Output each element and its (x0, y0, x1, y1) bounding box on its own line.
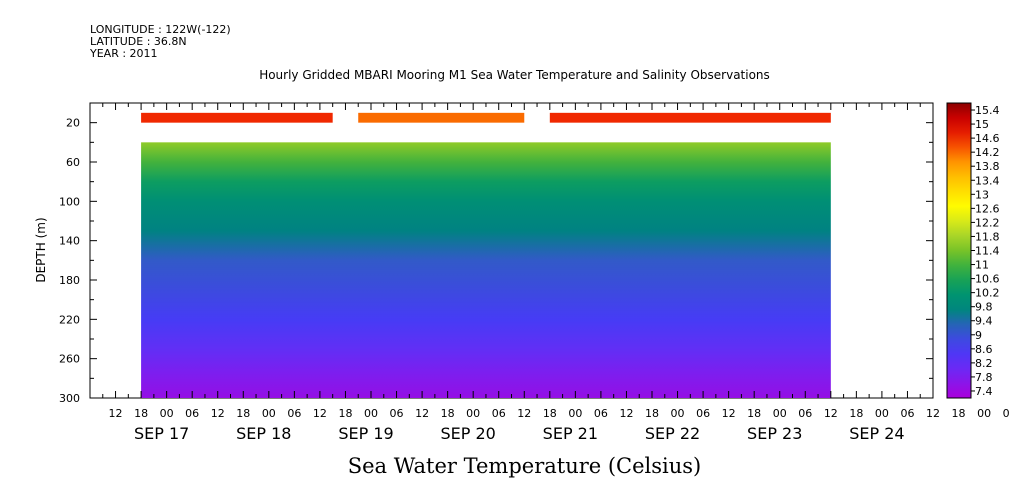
colorbar-label: 14.6 (975, 132, 1000, 145)
variable-title: Sea Water Temperature (Celsius) (347, 454, 702, 478)
colorbar-label: 9.4 (975, 315, 993, 328)
x-hour-label: 12 (415, 407, 429, 420)
x-hour-label: 18 (849, 407, 863, 420)
x-hour-label: 18 (134, 407, 148, 420)
x-hour-label: 00 (773, 407, 787, 420)
x-hour-label: 12 (824, 407, 838, 420)
x-hour-label: 06 (798, 407, 812, 420)
colorbar-label: 10.2 (975, 287, 1000, 300)
surface-segment (141, 112, 333, 123)
x-hour-label: 06 (492, 407, 506, 420)
x-hour-label: 06 (594, 407, 608, 420)
colorbar-label: 13.4 (975, 174, 1000, 187)
x-hour-label: 18 (441, 407, 455, 420)
surface-segment (358, 112, 525, 123)
year-label: YEAR : 2011 (90, 47, 158, 60)
colorbar-label: 14.2 (975, 146, 1000, 159)
x-hour-label: 00 (364, 407, 378, 420)
x-hour-label: 12 (619, 407, 633, 420)
colorbar-label: 9 (975, 329, 982, 342)
latitude-label: LATITUDE : 36.8N (90, 35, 187, 48)
y-tick-label: 100 (59, 195, 80, 208)
y-tick-label: 180 (59, 274, 80, 287)
surface-segment (549, 112, 831, 123)
x-hour-label: 00 (262, 407, 276, 420)
x-hour-label: 12 (109, 407, 123, 420)
x-hour-label: 06 (287, 407, 301, 420)
colorbar (946, 102, 972, 399)
x-hour-labels: 12 18 00 06 12 18 00 06 12 18 00 06 12 18 00 06 12 18 00 06… (109, 407, 1009, 420)
surface-layer (141, 112, 831, 123)
y-tick-labels: 20 60 100 140 180 220 260 300 (59, 117, 80, 405)
x-hour-label: 18 (338, 407, 352, 420)
x-day-label: SEP 20 (441, 424, 496, 443)
x-hour-label: 12 (211, 407, 225, 420)
x-hour-label: 12 (517, 407, 531, 420)
x-hour-label: 00 (568, 407, 582, 420)
colorbar-label: 9.8 (975, 301, 993, 314)
x-day-label: SEP 19 (338, 424, 393, 443)
x-day-label: SEP 17 (134, 424, 189, 443)
y-tick-label: 300 (59, 392, 80, 405)
y-tick-label: 220 (59, 313, 80, 326)
x-hour-label: 18 (952, 407, 966, 420)
y-tick-label: 60 (66, 156, 80, 169)
colorbar-label: 7.8 (975, 371, 993, 384)
x-day-label: SEP 22 (645, 424, 700, 443)
x-hour-label: 06 (900, 407, 914, 420)
x-day-labels: SEP 17 SEP 18 SEP 19 SEP 20 SEP 21 SEP 22 SEP … (134, 424, 905, 443)
axis-ticks (89, 102, 934, 399)
x-hour-label: 00 (671, 407, 685, 420)
x-day-label: SEP 21 (543, 424, 598, 443)
x-hour-label: 00 (977, 407, 991, 420)
colorbar-label: 8.6 (975, 343, 993, 356)
x-hour-label: 06 (696, 407, 710, 420)
x-day-label: SEP 18 (236, 424, 291, 443)
colorbar-label: 11 (975, 259, 989, 272)
colorbar-label: 12.2 (975, 216, 1000, 229)
colorbar-label: 11.4 (975, 245, 1000, 258)
x-hour-label: 18 (543, 407, 557, 420)
x-hour-label: 12 (722, 407, 736, 420)
y-axis-label: DEPTH (m) (34, 217, 48, 282)
longitude-label: LONGITUDE : 122W(-122) (90, 23, 231, 36)
colorbar-label: 15 (975, 118, 989, 131)
x-hour-label: 06 (1003, 407, 1009, 420)
x-hour-label: 00 (875, 407, 889, 420)
colorbar-label: 7.4 (975, 385, 993, 398)
colorbar-label: 8.2 (975, 357, 993, 370)
y-tick-label: 260 (59, 353, 80, 366)
colorbar-label: 13.8 (975, 160, 1000, 173)
x-hour-label: 12 (313, 407, 327, 420)
x-hour-label: 06 (185, 407, 199, 420)
x-hour-label: 00 (466, 407, 480, 420)
x-hour-label: 18 (236, 407, 250, 420)
x-hour-label: 12 (926, 407, 940, 420)
x-day-label: SEP 23 (747, 424, 802, 443)
colorbar-label: 13 (975, 188, 989, 201)
chart-title: Hourly Gridded MBARI Mooring M1 Sea Wate… (259, 68, 770, 82)
colorbar-label: 12.6 (975, 202, 1000, 215)
x-hour-label: 00 (160, 407, 174, 420)
temperature-field (141, 142, 831, 398)
x-hour-label: 18 (747, 407, 761, 420)
y-tick-label: 140 (59, 235, 80, 248)
colorbar-label: 10.6 (975, 273, 1000, 286)
x-day-label: SEP 24 (849, 424, 904, 443)
x-hour-label: 06 (390, 407, 404, 420)
y-tick-label: 20 (66, 117, 80, 130)
colorbar-label: 11.8 (975, 230, 1000, 243)
colorbar-label: 15.4 (975, 104, 1000, 117)
x-hour-label: 18 (645, 407, 659, 420)
